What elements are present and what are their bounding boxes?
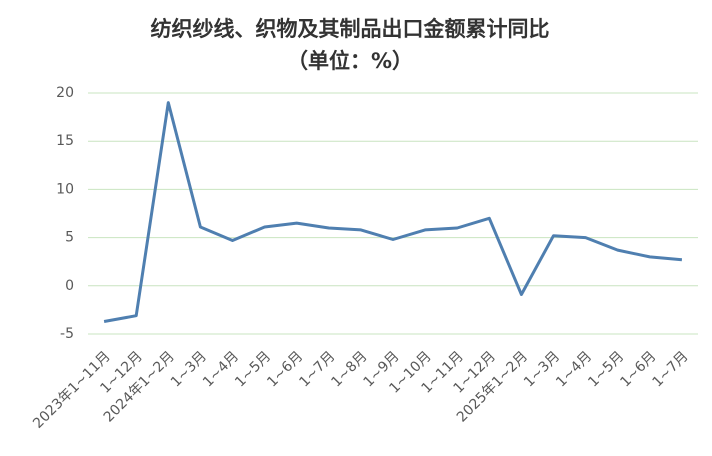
chart-subtitle: （单位：%）	[287, 49, 413, 73]
y-tick-label: 20	[56, 85, 74, 101]
x-tick-label: 1~7月	[649, 348, 691, 390]
y-tick-label: 5	[65, 230, 74, 246]
y-tick-label: 0	[65, 278, 74, 294]
y-tick-label: 10	[56, 181, 74, 197]
y-tick-label: -5	[60, 326, 74, 342]
data-line	[103, 101, 683, 323]
y-tick-label: 15	[56, 133, 74, 149]
chart-title: 纺织纱线、织物及其制品出口金额累计同比	[151, 17, 550, 41]
